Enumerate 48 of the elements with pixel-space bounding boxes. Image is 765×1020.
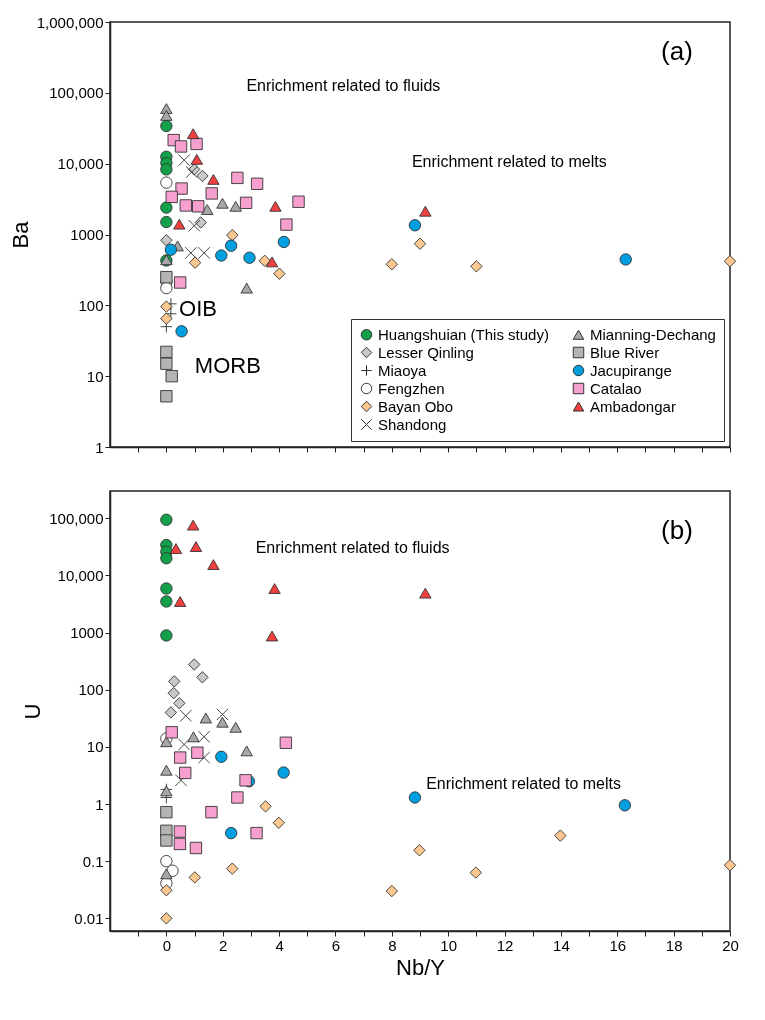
x-tick-label: 16	[609, 936, 627, 954]
annotation: Enrichment related to fluids	[255, 539, 450, 557]
legend-label: Miaoya	[378, 361, 428, 379]
y-tick-label: 0.01	[74, 909, 104, 927]
y-tick-label: 1	[95, 438, 104, 456]
legend-label: Huangshuian (This study)	[378, 325, 549, 343]
x-tick-label: 14	[553, 936, 570, 954]
legend-label: Ambadongar	[590, 397, 676, 415]
x-tick-label: 4	[275, 936, 284, 954]
y-axis-title: Ba	[7, 220, 33, 249]
legend-label: Fengzhen	[378, 379, 445, 397]
y-tick-label: 10	[86, 738, 104, 756]
annotation: Enrichment related to melts	[426, 774, 621, 792]
x-tick-label: 20	[722, 936, 739, 954]
annotation: (b)	[661, 514, 693, 545]
legend-label: Catalao	[590, 379, 642, 397]
y-tick-label: 100,000	[49, 84, 104, 102]
x-axis-title: Nb/Y	[396, 954, 446, 980]
y-tick-label: 100,000	[49, 509, 104, 527]
x-tick-label: 8	[388, 936, 397, 954]
annotation: (a)	[661, 35, 693, 66]
x-tick-label: 6	[331, 936, 341, 954]
y-tick-label: 1000	[70, 624, 104, 642]
y-tick-label: 10	[86, 367, 104, 385]
legend-label: Lesser Qinling	[378, 343, 474, 361]
legend-label: Jacupirange	[590, 361, 672, 379]
x-tick-label: 12	[496, 936, 514, 954]
y-tick-label: 10,000	[57, 155, 104, 173]
y-tick-label: 1	[95, 795, 104, 813]
x-tick-label: 0	[162, 936, 172, 954]
x-tick-label: 18	[665, 936, 683, 954]
y-tick-label: 10,000	[57, 566, 104, 584]
x-tick-label: 10	[440, 936, 458, 954]
y-axis-title: U	[20, 703, 46, 720]
x-tick-label: 2	[219, 936, 228, 954]
annotation: Enrichment related to fluids	[246, 76, 441, 94]
y-tick-label: 1,000,000	[36, 13, 104, 31]
legend-label: Blue River	[590, 343, 660, 361]
legend-label: Mianning-Dechang	[590, 325, 716, 343]
legend-label: Shandong	[378, 415, 447, 433]
y-tick-label: 100	[78, 296, 104, 314]
legend-label: Bayan Obo	[378, 397, 454, 415]
y-tick-label: 0.1	[82, 852, 104, 870]
annotation: MORB	[194, 353, 261, 379]
annotation: Enrichment related to melts	[411, 153, 607, 171]
y-tick-label: 100	[78, 681, 104, 699]
annotation: OIB	[179, 295, 217, 321]
y-tick-label: 1000	[70, 226, 104, 243]
